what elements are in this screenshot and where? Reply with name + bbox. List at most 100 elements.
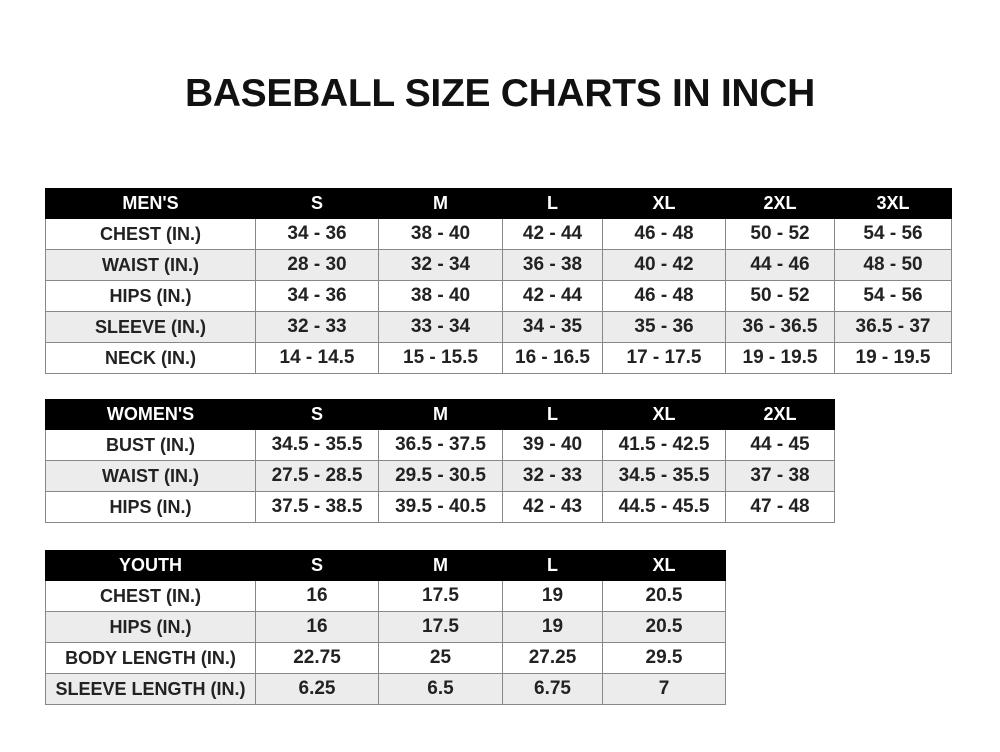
table-row: SLEEVE LENGTH (IN.) 6.25 6.5 6.75 7 (45, 673, 726, 705)
measurement-cell: 14 - 14.5 (255, 342, 379, 374)
table-row: CHEST (IN.) 34 - 36 38 - 40 42 - 44 46 - 48 5… (45, 218, 952, 250)
measurement-cell: 28 - 30 (255, 249, 379, 281)
measurement-cell: 16 (255, 611, 379, 643)
header-row: MEN'S S M L XL 2XL 3XL (45, 188, 952, 219)
measurement-cell: 20.5 (602, 611, 726, 643)
table-row: HIPS (IN.) 16 17.5 19 20.5 (45, 611, 726, 643)
measurement-cell: 15 - 15.5 (378, 342, 503, 374)
measurement-label: SLEEVE LENGTH (IN.) (45, 673, 256, 705)
header-row: YOUTH S M L XL (45, 550, 726, 581)
measurement-cell: 39 - 40 (502, 429, 603, 461)
measurement-cell: 7 (602, 673, 726, 705)
size-header: L (502, 399, 603, 430)
measurement-cell: 19 (502, 611, 603, 643)
measurement-cell: 34 - 36 (255, 280, 379, 312)
measurement-cell: 32 - 33 (255, 311, 379, 343)
measurement-cell: 17.5 (378, 580, 503, 612)
measurement-cell: 17 - 17.5 (602, 342, 726, 374)
measurement-cell: 27.5 - 28.5 (255, 460, 379, 492)
measurement-cell: 25 (378, 642, 503, 674)
size-header: S (255, 550, 379, 581)
size-header: XL (602, 188, 726, 219)
womens-size-table: WOMEN'S S M L XL 2XL BUST (IN.) 34.5 - 35.5 36.5… (45, 399, 835, 523)
measurement-cell: 22.75 (255, 642, 379, 674)
measurement-cell: 19 - 19.5 (834, 342, 952, 374)
measurement-label: WAIST (IN.) (45, 249, 256, 281)
category-header: WOMEN'S (45, 399, 256, 430)
measurement-label: HIPS (IN.) (45, 611, 256, 643)
table-row: NECK (IN.) 14 - 14.5 15 - 15.5 16 - 16.5 17 … (45, 342, 952, 374)
measurement-cell: 16 - 16.5 (502, 342, 603, 374)
measurement-cell: 46 - 48 (602, 218, 726, 250)
measurement-label: CHEST (IN.) (45, 218, 256, 250)
size-header: 3XL (834, 188, 952, 219)
measurement-cell: 39.5 - 40.5 (378, 491, 503, 523)
measurement-cell: 17.5 (378, 611, 503, 643)
measurement-cell: 36.5 - 37 (834, 311, 952, 343)
measurement-cell: 42 - 44 (502, 218, 603, 250)
measurement-label: HIPS (IN.) (45, 280, 256, 312)
measurement-cell: 38 - 40 (378, 218, 503, 250)
measurement-cell: 36 - 38 (502, 249, 603, 281)
size-header: 2XL (725, 399, 835, 430)
measurement-cell: 44.5 - 45.5 (602, 491, 726, 523)
measurement-cell: 27.25 (502, 642, 603, 674)
measurement-cell: 42 - 43 (502, 491, 603, 523)
table-row: WAIST (IN.) 28 - 30 32 - 34 36 - 38 40 - 42 4… (45, 249, 952, 281)
measurement-cell: 19 (502, 580, 603, 612)
measurement-cell: 34.5 - 35.5 (602, 460, 726, 492)
category-header: YOUTH (45, 550, 256, 581)
measurement-cell: 29.5 - 30.5 (378, 460, 503, 492)
header-row: WOMEN'S S M L XL 2XL (45, 399, 835, 430)
measurement-cell: 35 - 36 (602, 311, 726, 343)
measurement-cell: 20.5 (602, 580, 726, 612)
measurement-cell: 44 - 45 (725, 429, 835, 461)
measurement-cell: 19 - 19.5 (725, 342, 835, 374)
measurement-cell: 16 (255, 580, 379, 612)
table-row: CHEST (IN.) 16 17.5 19 20.5 (45, 580, 726, 612)
measurement-cell: 54 - 56 (834, 280, 952, 312)
size-header: XL (602, 399, 726, 430)
measurement-cell: 48 - 50 (834, 249, 952, 281)
size-header: M (378, 188, 503, 219)
measurement-cell: 29.5 (602, 642, 726, 674)
table-row: WAIST (IN.) 27.5 - 28.5 29.5 - 30.5 32 - 33… (45, 460, 835, 492)
measurement-cell: 36.5 - 37.5 (378, 429, 503, 461)
size-header: M (378, 550, 503, 581)
measurement-cell: 47 - 48 (725, 491, 835, 523)
measurement-cell: 32 - 34 (378, 249, 503, 281)
measurement-cell: 54 - 56 (834, 218, 952, 250)
measurement-label: BUST (IN.) (45, 429, 256, 461)
measurement-cell: 6.25 (255, 673, 379, 705)
category-header: MEN'S (45, 188, 256, 219)
measurement-cell: 34.5 - 35.5 (255, 429, 379, 461)
measurement-label: WAIST (IN.) (45, 460, 256, 492)
size-header: 2XL (725, 188, 835, 219)
mens-size-table: MEN'S S M L XL 2XL 3XL CHEST (IN.) 34 - 36 38 - 4… (45, 188, 952, 374)
measurement-label: BODY LENGTH (IN.) (45, 642, 256, 674)
table-row: HIPS (IN.) 34 - 36 38 - 40 42 - 44 46 - 48 50… (45, 280, 952, 312)
measurement-cell: 42 - 44 (502, 280, 603, 312)
measurement-cell: 36 - 36.5 (725, 311, 835, 343)
measurement-label: CHEST (IN.) (45, 580, 256, 612)
table-row: SLEEVE (IN.) 32 - 33 33 - 34 34 - 35 35 - 36… (45, 311, 952, 343)
measurement-cell: 37 - 38 (725, 460, 835, 492)
measurement-label: NECK (IN.) (45, 342, 256, 374)
measurement-cell: 34 - 36 (255, 218, 379, 250)
table-row: HIPS (IN.) 37.5 - 38.5 39.5 - 40.5 42 - 43 4… (45, 491, 835, 523)
measurement-cell: 32 - 33 (502, 460, 603, 492)
measurement-cell: 34 - 35 (502, 311, 603, 343)
size-header: M (378, 399, 503, 430)
size-header: L (502, 550, 603, 581)
size-header: S (255, 399, 379, 430)
page-title: BASEBALL SIZE CHARTS IN INCH (184, 72, 816, 115)
measurement-cell: 6.75 (502, 673, 603, 705)
measurement-cell: 37.5 - 38.5 (255, 491, 379, 523)
measurement-cell: 50 - 52 (725, 218, 835, 250)
size-header: S (255, 188, 379, 219)
youth-size-table: YOUTH S M L XL CHEST (IN.) 16 17.5 19 20.5 HIPS (I… (45, 550, 726, 705)
size-header: XL (602, 550, 726, 581)
measurement-cell: 41.5 - 42.5 (602, 429, 726, 461)
measurement-cell: 6.5 (378, 673, 503, 705)
measurement-cell: 33 - 34 (378, 311, 503, 343)
